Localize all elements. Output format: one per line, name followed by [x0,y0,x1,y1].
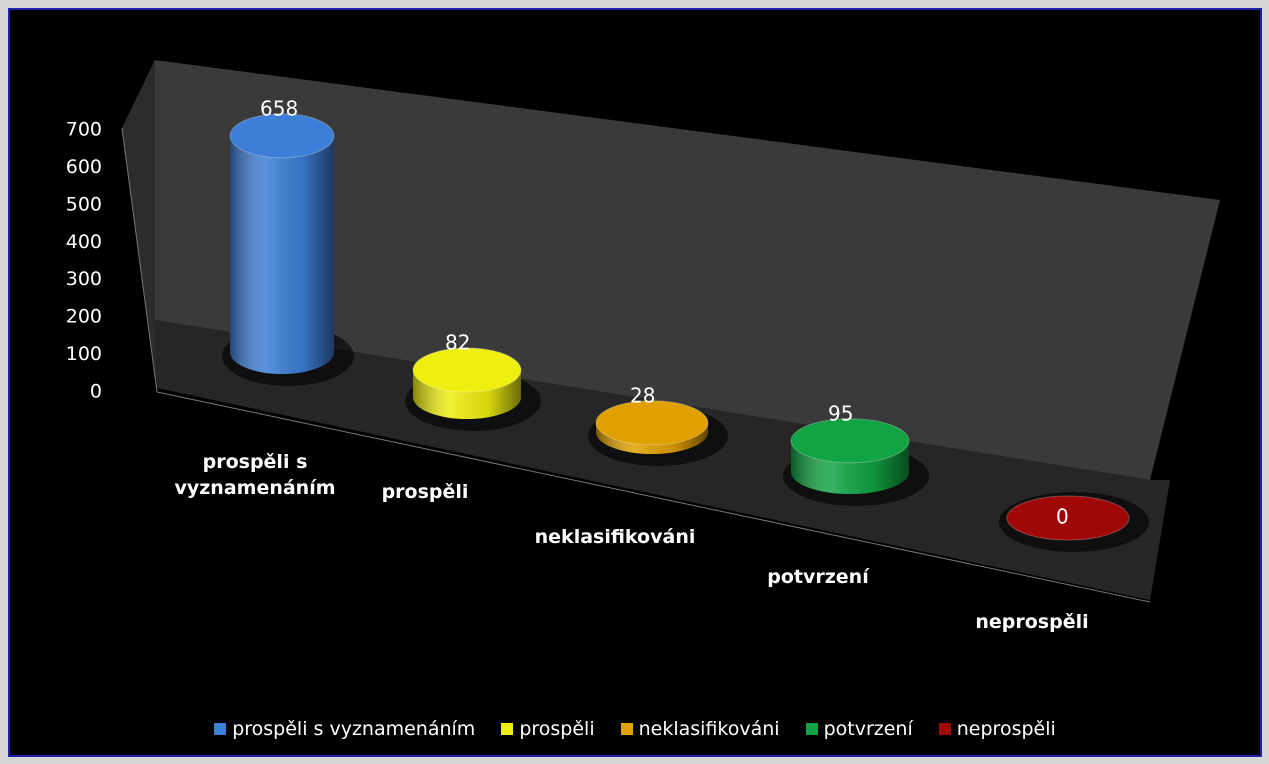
y-tick-label: 600 [66,156,102,178]
x-axis [156,391,1151,603]
legend-swatch [620,723,633,735]
bar-shade [230,135,334,374]
legend-swatch [805,723,818,735]
back-wall [122,60,1220,480]
legend-label: neprospěli [956,718,1056,740]
y-tick-label: 700 [66,119,102,141]
y-tick-label: 500 [66,193,102,215]
legend-item: potvrzení [805,718,913,740]
legend-item: neklasifikováni [620,718,780,740]
x-tick-label: potvrzení [767,566,869,588]
legend-swatch [501,723,514,735]
y-tick-label: 100 [66,343,102,365]
y-tick-label: 200 [66,306,102,328]
legend-label: neklasifikováni [638,718,780,740]
data-label: 95 [828,401,853,425]
data-label: 658 [260,96,298,120]
legend-swatch [938,723,951,735]
legend-label: prospěli [519,718,595,740]
data-label: 28 [630,383,655,407]
y-tick-label: 0 [90,381,102,403]
legend-swatch [214,723,227,735]
legend-label: prospěli s vyznamenáním [232,718,476,740]
x-tick-label: neprospěli [975,611,1089,633]
x-tick-label: prospěli [381,481,469,503]
legend-label: potvrzení [823,718,913,740]
bar-top [229,113,335,159]
side-wall [122,60,157,388]
y-axis [121,127,158,393]
y-tick-label: 400 [66,231,102,253]
data-label: 82 [445,331,470,355]
legend: prospěli s vyznamenáním prospěli neklasifi… [10,718,1260,740]
bar-top [595,400,709,446]
bar-top [1006,495,1130,541]
x-tick-label: neklasifikováni [534,526,696,548]
data-label: 0 [1056,505,1069,529]
y-tick-label: 300 [66,268,102,290]
chart: 0 100 200 300 400 500 600 700 658 82 28 95 0 [66,60,1220,603]
chart-panel: 0 100 200 300 400 500 600 700 658 82 28 95 0 prospěl… [8,8,1262,757]
x-tick-label: prospěli s vyznamenáním [174,451,336,499]
bar-top [412,347,522,393]
legend-item: prospěli s vyznamenáním [214,718,475,740]
legend-item: neprospěli [938,718,1056,740]
bar-top [790,418,910,464]
legend-item: prospěli [501,718,595,740]
